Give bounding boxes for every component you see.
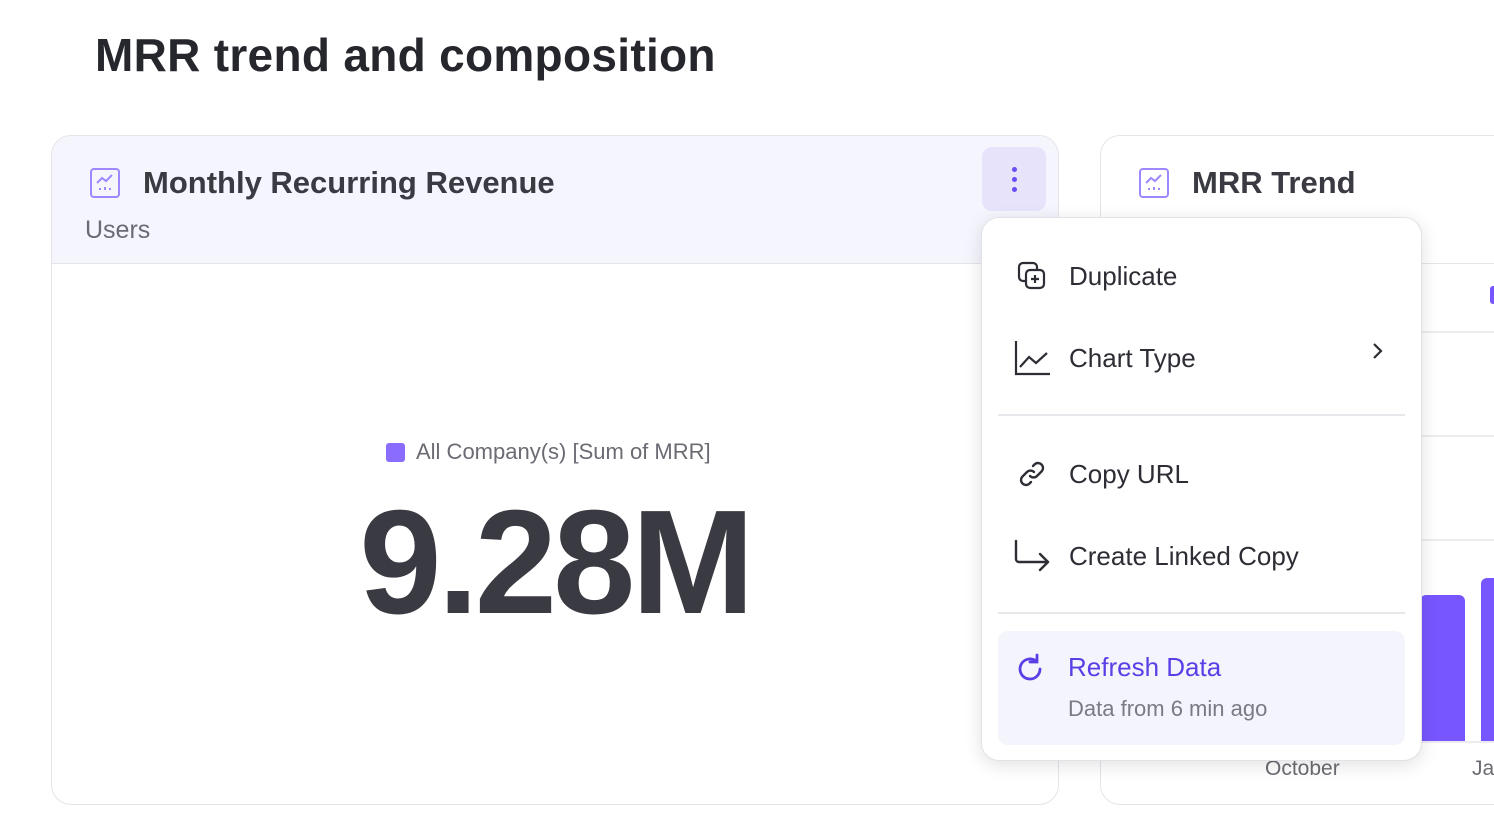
duplicate-icon [1012, 256, 1052, 296]
x-label: October [1265, 757, 1340, 780]
legend-label: All Company(s) [Sum of MRR] [416, 439, 711, 464]
chart-icon [90, 168, 120, 198]
metric-value: 9.28M [359, 480, 754, 645]
mrr-card: Monthly Recurring Revenue Users [51, 135, 1059, 805]
bar[interactable] [1481, 578, 1494, 741]
legend: All Company(s) [Sum of MRR] [386, 439, 711, 465]
refresh-timestamp: Data from 6 min ago [1068, 696, 1268, 721]
linked-arrow-icon [1012, 536, 1052, 576]
chevron-right-icon [1371, 341, 1385, 366]
line-chart-icon [1012, 338, 1052, 378]
link-icon [1012, 454, 1052, 494]
card-title[interactable]: Monthly Recurring Revenue [143, 165, 555, 200]
legend-swatch [1490, 286, 1494, 304]
menu-item-refresh-data[interactable]: Refresh Data Data from 6 min ago [998, 631, 1405, 745]
menu-item-chart-type[interactable]: Chart Type [998, 328, 1405, 388]
refresh-label: Refresh Data [1068, 652, 1222, 682]
card-title[interactable]: MRR Trend [1192, 165, 1356, 200]
more-options-button[interactable] [982, 147, 1046, 211]
legend-swatch [386, 442, 405, 462]
menu-item-copy-url[interactable]: Copy URL [998, 444, 1405, 504]
page-title: MRR trend and composition [95, 29, 716, 81]
options-menu: Duplicate Chart Type Copy URL Create Lin… [981, 217, 1422, 761]
bar[interactable] [1420, 595, 1465, 741]
refresh-icon [1014, 653, 1046, 690]
card-header: Monthly Recurring Revenue Users [52, 136, 1058, 264]
chart-icon [1139, 168, 1169, 198]
card-subtitle: Users [85, 216, 151, 244]
vertical-dots-icon [1011, 166, 1017, 172]
x-label: Ja [1472, 757, 1494, 780]
menu-item-create-linked-copy[interactable]: Create Linked Copy [998, 526, 1405, 586]
menu-item-duplicate[interactable]: Duplicate [998, 246, 1405, 306]
